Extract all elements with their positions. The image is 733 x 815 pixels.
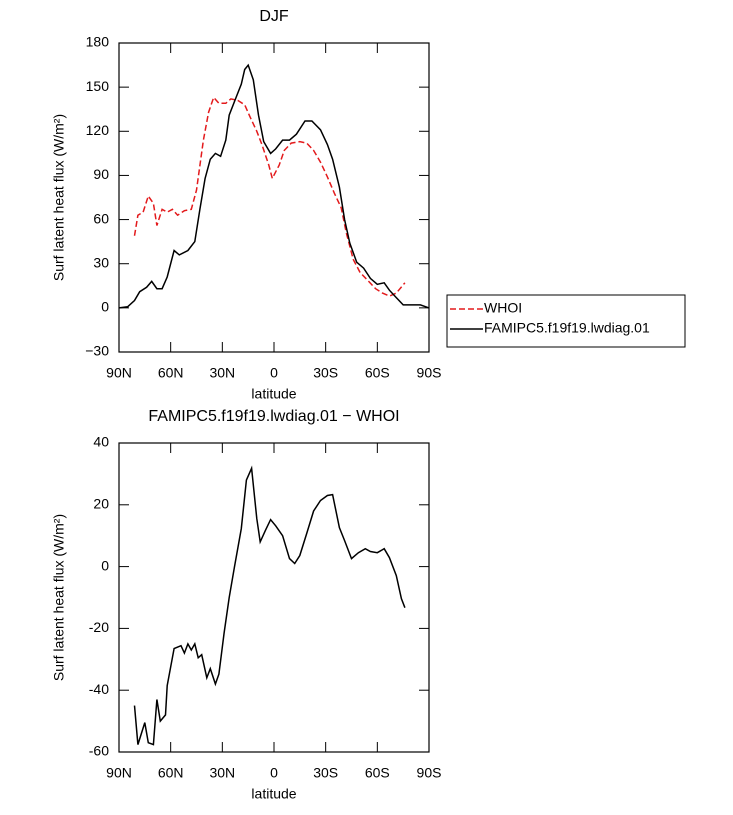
y-tick-label: 90 <box>93 166 109 182</box>
y-tick-label: 60 <box>93 210 109 226</box>
data-line <box>118 63 430 309</box>
y-axis-label: Surf latent heat flux (W/m²) <box>51 514 67 681</box>
legend-box <box>446 294 686 348</box>
y-tick-label: 0 <box>101 299 109 315</box>
x-tick-label: 30S <box>313 365 338 381</box>
x-tick-label: 90S <box>417 365 442 381</box>
x-tick-label: 30N <box>209 765 235 781</box>
data-line <box>133 95 406 297</box>
y-tick-label: -60 <box>89 743 109 759</box>
x-axis-label: latitude <box>251 786 296 802</box>
x-tick-label: 30N <box>209 365 235 381</box>
y-tick-label: −30 <box>85 343 109 359</box>
y-tick-label: 20 <box>93 496 109 512</box>
x-tick-label: 30S <box>313 765 338 781</box>
x-tick-label: 60S <box>365 765 390 781</box>
x-tick-label: 60N <box>158 765 184 781</box>
chart-title: DJF <box>259 8 289 25</box>
x-tick-label: 90N <box>106 365 132 381</box>
x-axis-label: latitude <box>251 386 296 402</box>
y-tick-label: 0 <box>101 557 109 573</box>
x-tick-label: 60N <box>158 365 184 381</box>
y-tick-label: 180 <box>86 34 110 50</box>
y-tick-label: -40 <box>89 681 109 697</box>
y-tick-label: 150 <box>86 78 110 94</box>
plot-frame <box>118 42 430 353</box>
legend-label: WHOI <box>484 300 522 316</box>
x-tick-label: 90N <box>106 765 132 781</box>
legend-label: FAMIPC5.f19f19.lwdiag.01 <box>484 320 650 336</box>
x-tick-label: 0 <box>270 365 278 381</box>
x-tick-label: 90S <box>417 765 442 781</box>
x-tick-label: 0 <box>270 765 278 781</box>
chart-title: FAMIPC5.f19f19.lwdiag.01 − WHOI <box>148 408 399 425</box>
y-tick-label: 40 <box>93 434 109 450</box>
plot-frame <box>118 442 430 753</box>
y-tick-label: -20 <box>89 619 109 635</box>
y-axis-label: Surf latent heat flux (W/m²) <box>51 114 67 281</box>
data-line <box>133 465 406 746</box>
x-tick-label: 60S <box>365 365 390 381</box>
y-tick-label: 30 <box>93 254 109 270</box>
y-tick-label: 120 <box>86 122 110 138</box>
